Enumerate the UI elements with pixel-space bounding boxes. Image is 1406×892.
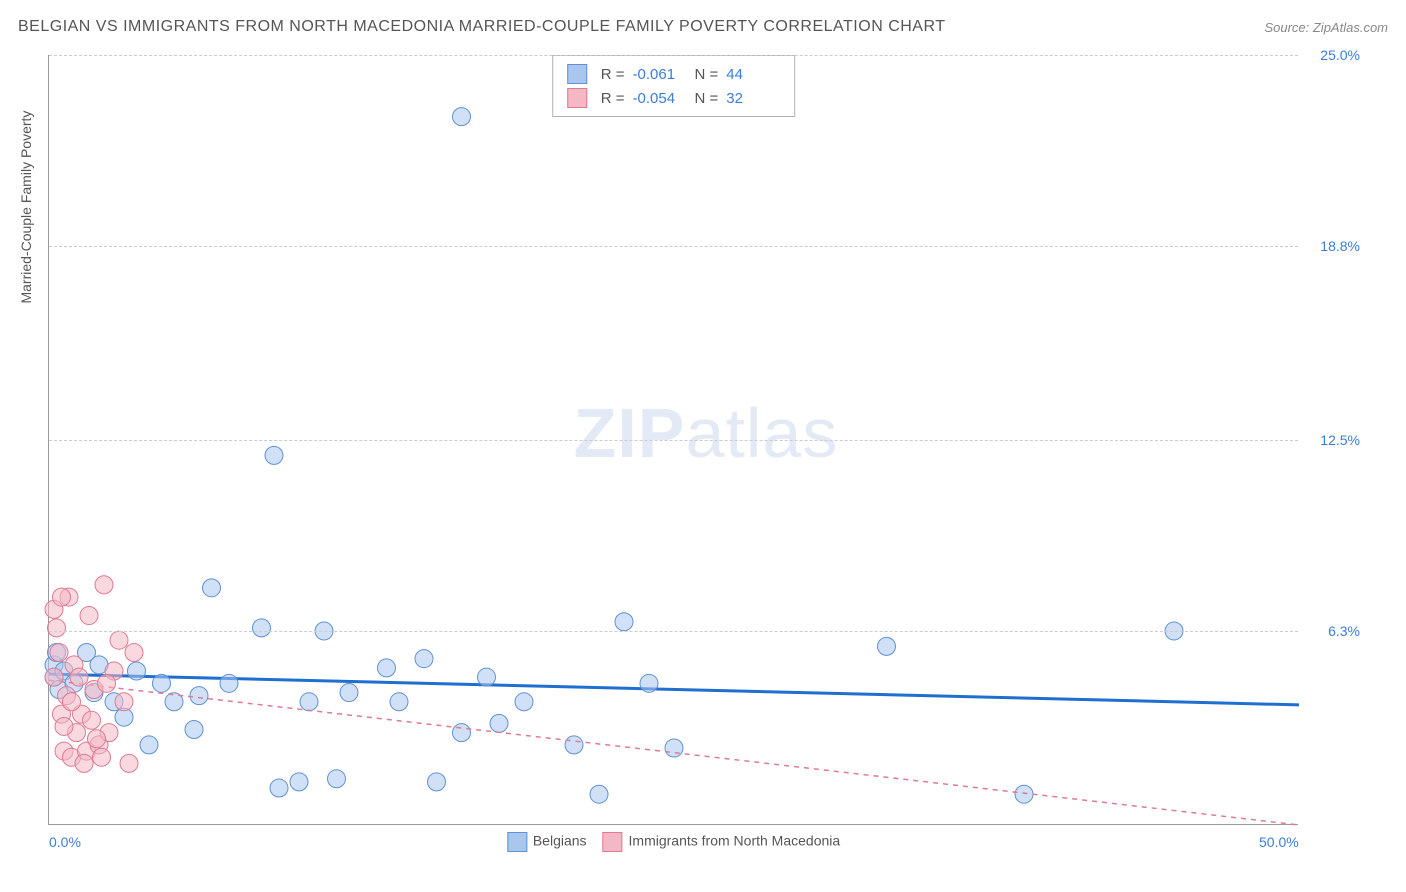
data-point	[453, 724, 471, 742]
legend-item: Immigrants from North Macedonia	[603, 832, 841, 852]
data-point	[120, 754, 138, 772]
data-point	[63, 693, 81, 711]
x-tick-label: 50.0%	[1259, 834, 1299, 850]
gridline	[49, 246, 1298, 247]
data-point	[665, 739, 683, 757]
chart-title: BELGIAN VS IMMIGRANTS FROM NORTH MACEDON…	[18, 18, 946, 36]
data-point	[125, 644, 143, 662]
data-point	[83, 711, 101, 729]
data-point	[75, 754, 93, 772]
gridline	[49, 440, 1298, 441]
legend-label: Belgians	[533, 833, 587, 849]
legend-label: Immigrants from North Macedonia	[629, 833, 841, 849]
y-tick-label: 18.8%	[1320, 238, 1360, 254]
data-point	[270, 779, 288, 797]
data-point	[93, 748, 111, 766]
plot-area: ZIPatlas R =-0.061N =44R =-0.054N =32 Be…	[48, 55, 1298, 825]
data-point	[45, 668, 63, 686]
legend-swatch	[603, 832, 623, 852]
r-value: -0.061	[633, 66, 687, 83]
data-point	[453, 108, 471, 126]
data-point	[515, 693, 533, 711]
n-label: N =	[695, 90, 719, 107]
data-point	[220, 674, 238, 692]
legend-item: Belgians	[507, 832, 587, 852]
y-axis-title: Married-Couple Family Poverty	[18, 111, 34, 304]
data-point	[478, 668, 496, 686]
y-tick-label: 25.0%	[1320, 47, 1360, 63]
r-label: R =	[601, 90, 625, 107]
gridline	[49, 55, 1298, 56]
data-point	[878, 637, 896, 655]
correlation-legend: R = -0.061 N = 44 R = -0.054 N = 32	[552, 55, 796, 117]
legend-swatch	[567, 64, 587, 84]
legend-stat-row: R = -0.061 N = 44	[567, 62, 781, 86]
r-label: R =	[601, 66, 625, 83]
data-point	[265, 446, 283, 464]
legend-stat-row: R = -0.054 N = 32	[567, 86, 781, 110]
gridline	[49, 631, 1298, 632]
data-point	[48, 619, 66, 637]
data-point	[190, 687, 208, 705]
data-point	[415, 650, 433, 668]
data-point	[300, 693, 318, 711]
data-point	[565, 736, 583, 754]
data-point	[53, 588, 71, 606]
data-point	[185, 721, 203, 739]
data-point	[328, 770, 346, 788]
data-point	[1015, 785, 1033, 803]
legend-swatch	[507, 832, 527, 852]
data-point	[98, 674, 116, 692]
data-point	[490, 714, 508, 732]
data-point	[390, 693, 408, 711]
data-point	[115, 693, 133, 711]
data-point	[378, 659, 396, 677]
data-point	[70, 668, 88, 686]
data-point	[140, 736, 158, 754]
data-point	[153, 674, 171, 692]
y-tick-label: 6.3%	[1328, 623, 1360, 639]
data-point	[128, 662, 146, 680]
legend-swatch	[567, 88, 587, 108]
x-tick-label: 0.0%	[49, 834, 81, 850]
data-point	[203, 579, 221, 597]
n-value: 44	[726, 66, 780, 83]
data-point	[640, 674, 658, 692]
n-value: 32	[726, 90, 780, 107]
data-point	[428, 773, 446, 791]
data-point	[88, 730, 106, 748]
n-label: N =	[695, 66, 719, 83]
data-point	[340, 684, 358, 702]
data-point	[80, 607, 98, 625]
y-tick-label: 12.5%	[1320, 432, 1360, 448]
data-point	[615, 613, 633, 631]
data-point	[110, 631, 128, 649]
data-point	[590, 785, 608, 803]
data-point	[290, 773, 308, 791]
source-label: Source: ZipAtlas.com	[1264, 20, 1388, 35]
data-point	[50, 644, 68, 662]
data-point	[55, 717, 73, 735]
data-point	[95, 576, 113, 594]
r-value: -0.054	[633, 90, 687, 107]
series-legend: Belgians Immigrants from North Macedonia	[507, 832, 840, 852]
data-point	[253, 619, 271, 637]
